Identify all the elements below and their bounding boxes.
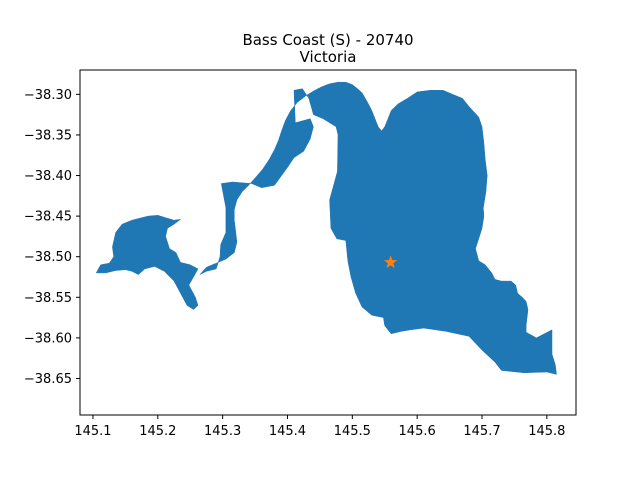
x-tick-label: 145.7 — [463, 424, 500, 439]
x-tick-label: 145.1 — [74, 424, 111, 439]
y-tick-label: −38.35 — [24, 128, 72, 143]
x-tick-label: 145.6 — [399, 424, 436, 439]
map-subtitle: Victoria — [300, 48, 357, 66]
y-tick-label: −38.45 — [24, 210, 72, 225]
x-tick-label: 145.4 — [269, 424, 306, 439]
y-tick-label: −38.40 — [24, 169, 72, 184]
axes-frame — [79, 69, 577, 416]
y-tick-label: −38.60 — [24, 331, 72, 346]
y-tick-label: −38.50 — [24, 250, 72, 265]
centroid-star-marker — [383, 255, 398, 269]
y-tick-label: −38.30 — [24, 88, 72, 103]
x-axis: 145.1 145.2 145.3 145.4 145.5 145.6 145.7 145.8 — [74, 415, 565, 439]
map-title: Bass Coast (S) - 20740 — [242, 31, 413, 49]
x-tick-label: 145.2 — [139, 424, 176, 439]
x-tick-label: 145.5 — [334, 424, 371, 439]
y-tick-label: −38.55 — [24, 291, 72, 306]
x-tick-label: 145.8 — [528, 424, 565, 439]
y-tick-label: −38.65 — [24, 372, 72, 387]
region-mainland — [199, 81, 557, 375]
x-tick-label: 145.3 — [204, 424, 241, 439]
plot-area — [95, 81, 557, 375]
region-phillip-island — [95, 215, 199, 310]
y-axis: −38.30 −38.35 −38.40 −38.45 −38.50 −38.55 −38.… — [24, 88, 80, 387]
